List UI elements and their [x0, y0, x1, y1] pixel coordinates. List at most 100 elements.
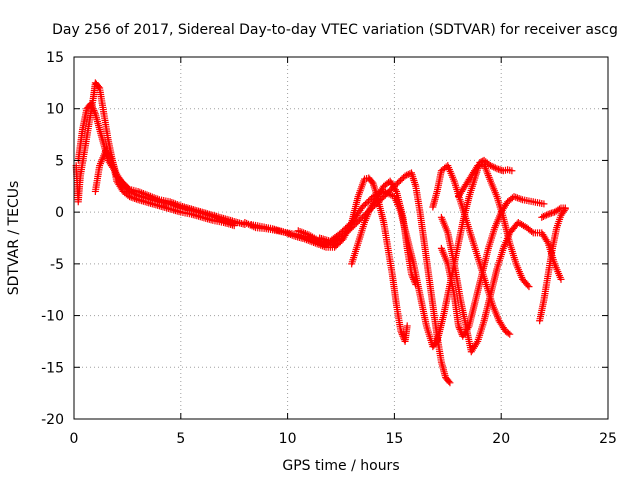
- data-point-marker: [132, 195, 140, 203]
- data-point-marker: [412, 281, 420, 289]
- data-point-marker: [355, 216, 363, 224]
- data-point-marker: [539, 213, 547, 221]
- data-point-marker: [363, 199, 371, 207]
- data-point-marker: [488, 162, 496, 170]
- data-point-marker: [89, 105, 97, 113]
- data-point-marker: [410, 277, 418, 285]
- data-point-marker: [504, 329, 512, 337]
- data-point-marker: [515, 194, 523, 202]
- grid: [74, 57, 608, 419]
- data-point-marker: [510, 193, 518, 201]
- data-point-marker: [131, 194, 139, 202]
- data-point-marker: [364, 197, 372, 205]
- y-tick-label: -20: [41, 412, 64, 428]
- data-point-marker: [479, 157, 487, 165]
- data-point-marker: [403, 322, 411, 330]
- x-tick-label: 5: [176, 431, 185, 447]
- data-point-marker: [391, 186, 399, 194]
- data-point-marker: [401, 172, 409, 180]
- data-point-marker: [90, 106, 98, 114]
- data-point-marker: [398, 329, 406, 337]
- data-point-marker: [557, 275, 565, 283]
- data-point-marker: [410, 275, 418, 283]
- data-point-marker: [538, 213, 546, 221]
- x-axis-label: GPS time / hours: [282, 458, 399, 474]
- data-point-marker: [397, 327, 405, 335]
- data-point-marker: [446, 379, 454, 387]
- data-point-marker: [361, 200, 369, 208]
- data-point-marker: [512, 193, 520, 201]
- data-point-marker: [342, 224, 350, 232]
- data-point-marker: [354, 218, 362, 226]
- data-point-marker: [541, 212, 549, 220]
- data-point-marker: [358, 213, 366, 221]
- data-point-marker: [95, 83, 103, 91]
- data-point-marker: [508, 167, 516, 175]
- data-point-marker: [339, 227, 347, 235]
- x-tick-label: 20: [492, 431, 510, 447]
- y-tick-label: 0: [55, 205, 64, 221]
- data-point-marker: [89, 103, 97, 111]
- data-point-marker: [454, 322, 462, 330]
- series-arc-6: [294, 169, 454, 387]
- data-point-marker: [368, 178, 376, 186]
- x-tick-label: 15: [385, 431, 403, 447]
- data-point-marker: [360, 201, 368, 209]
- data-point-marker: [528, 228, 536, 236]
- data-point-marker: [540, 200, 548, 208]
- y-tick-label: -5: [50, 257, 64, 273]
- data-point-marker: [407, 270, 415, 278]
- y-tick-label: -15: [41, 360, 64, 376]
- series-arc-8: [348, 177, 420, 289]
- data-point-marker: [506, 330, 514, 338]
- data-point-marker: [88, 101, 96, 109]
- data-point-marker: [445, 378, 453, 386]
- data-point-marker: [524, 281, 532, 289]
- y-tick-label: -10: [41, 309, 64, 325]
- data-point-marker: [91, 108, 99, 116]
- data-point-marker: [455, 324, 463, 332]
- data-point-marker: [126, 193, 134, 201]
- data-point-marker: [408, 272, 416, 280]
- data-point-marker: [409, 274, 417, 282]
- data-point-marker: [395, 178, 403, 186]
- data-point-marker: [397, 176, 405, 184]
- series-arc-12: [454, 161, 533, 291]
- x-tick-label: 25: [599, 431, 617, 447]
- x-tick-label: 0: [70, 431, 79, 447]
- data-points: [72, 79, 569, 387]
- data-point-marker: [513, 194, 521, 202]
- data-point-marker: [230, 222, 238, 230]
- data-point-marker: [411, 279, 419, 287]
- data-point-marker: [543, 237, 551, 245]
- data-point-marker: [398, 175, 406, 183]
- x-tick-label: 10: [279, 431, 297, 447]
- data-point-marker: [340, 226, 348, 234]
- data-point-marker: [525, 283, 533, 291]
- data-point-marker: [543, 211, 551, 219]
- data-point-marker: [345, 221, 353, 229]
- series-arc-3: [91, 146, 238, 230]
- data-point-marker: [87, 100, 95, 108]
- data-point-marker: [107, 155, 115, 163]
- data-point-marker: [490, 163, 498, 171]
- data-point-marker: [487, 162, 495, 170]
- data-point-marker: [343, 223, 351, 231]
- data-point-marker: [358, 203, 366, 211]
- data-point-marker: [555, 205, 563, 213]
- data-point-marker: [473, 339, 481, 347]
- y-tick-label: 15: [46, 50, 64, 66]
- data-point-marker: [456, 325, 464, 333]
- data-point-marker: [127, 193, 135, 201]
- data-point-marker: [491, 164, 499, 172]
- data-point-marker: [517, 195, 525, 203]
- data-point-marker: [432, 339, 440, 347]
- data-point-marker: [561, 204, 569, 212]
- y-axis-label: SDTVAR / TECUs: [6, 181, 22, 296]
- axis-ticks: 0 5 10 15 20 25 -20 -15 -10 -5 0 5 10 15: [41, 50, 617, 447]
- y-tick-label: 10: [46, 102, 64, 118]
- data-point-marker: [398, 331, 406, 339]
- data-point-marker: [393, 179, 401, 187]
- chart-title: Day 256 of 2017, Sidereal Day-to-day VTE…: [52, 22, 618, 38]
